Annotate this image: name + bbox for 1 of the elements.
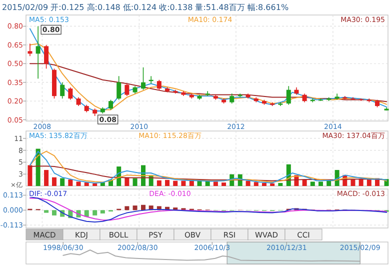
chart-title: 2015/02/09 开:0.125 高:0.148 低:0.124 收:0.138 量:51.48百万 幅:8.661% xyxy=(2,3,289,12)
